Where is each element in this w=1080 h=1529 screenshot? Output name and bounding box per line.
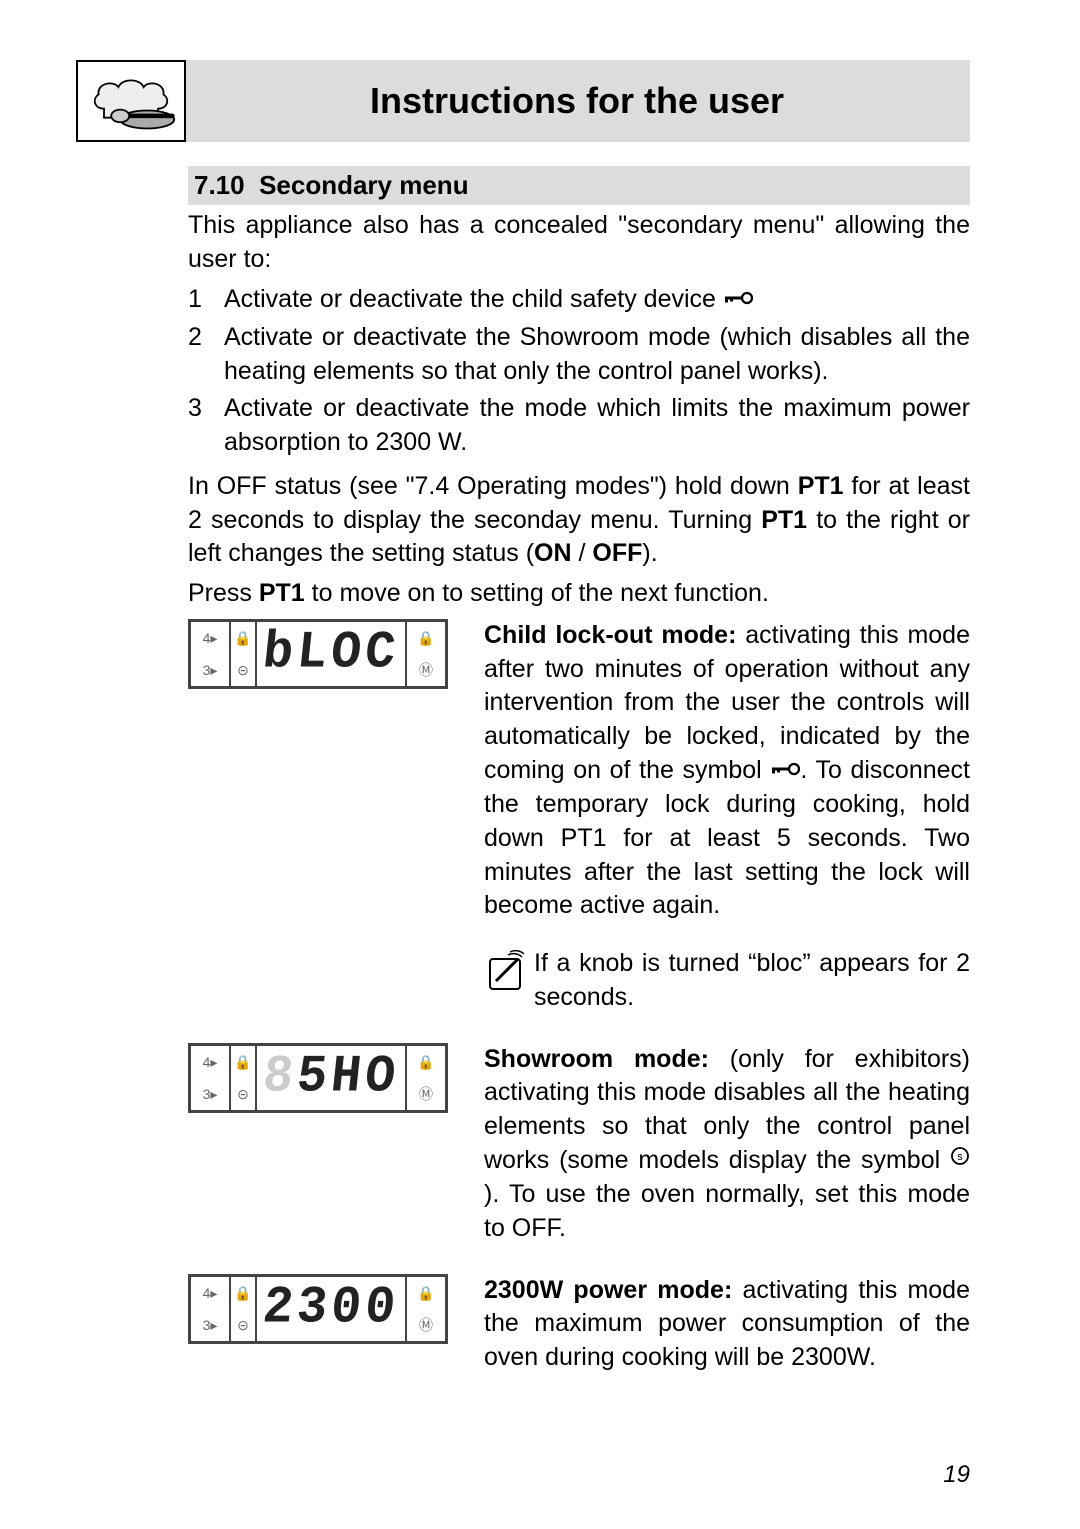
- list-text-2: Activate or deactivate the Showroom mode…: [224, 321, 970, 389]
- howto-p2a: Press: [188, 579, 259, 607]
- page-title: Instructions for the user: [184, 60, 970, 142]
- display-sho-main: 5HO: [294, 1047, 402, 1107]
- showroom-label: Showroom mode:: [484, 1045, 709, 1073]
- display-side-icons-left: 🔒⊝: [231, 622, 257, 686]
- display-side-left: 4▸3▸: [191, 1046, 231, 1110]
- list-text-1: Activate or deactivate the child safety …: [224, 283, 970, 317]
- chef-hat-icon: [76, 60, 186, 142]
- display-side-icons-left: 🔒⊝: [231, 1046, 257, 1110]
- display-sho: 4▸3▸ 🔒⊝ 85HO 🔒Ⓜ: [188, 1043, 448, 1113]
- display-2300: 4▸3▸ 🔒⊝ 2300 🔒Ⓜ: [188, 1274, 448, 1344]
- showroom-block: 4▸3▸ 🔒⊝ 85HO 🔒Ⓜ Showroom mode: (only for…: [188, 1043, 970, 1246]
- display-bloc: 4▸3▸ 🔒⊝ bLOC 🔒Ⓜ: [188, 619, 448, 689]
- display-side-right: 🔒Ⓜ: [405, 1046, 445, 1110]
- svg-text:s: s: [957, 1151, 963, 1163]
- note-row: If a knob is turned “bloc” appears for 2…: [484, 947, 970, 1015]
- showroom-text-b: ). To use the oven normally, set this mo…: [484, 1180, 970, 1242]
- howto-paragraph-2: Press PT1 to move on to setting of the n…: [188, 577, 970, 611]
- power-description: 2300W power mode: activating this mode t…: [484, 1274, 970, 1375]
- display-bloc-text: bLOC: [259, 622, 402, 686]
- howto-paragraph-1: In OFF status (see "7.4 Operating modes"…: [188, 470, 970, 571]
- list-text-3: Activate or deactivate the mode which li…: [224, 392, 970, 460]
- list-number-1: 1: [188, 283, 224, 317]
- howto-p1d: PT1: [761, 506, 807, 534]
- showroom-description: Showroom mode: (only for exhibitors) act…: [484, 1043, 970, 1246]
- howto-p1a: In OFF status (see "7.4 Operating modes"…: [188, 472, 798, 500]
- child-lock-block: 4▸3▸ 🔒⊝ bLOC 🔒Ⓜ Child lock-out mode: act…: [188, 619, 970, 1015]
- list-number-3: 3: [188, 392, 224, 460]
- key-icon: [723, 281, 753, 315]
- intro-paragraph: This appliance also has a concealed "sec…: [188, 209, 970, 277]
- howto-p1g: /: [572, 539, 593, 567]
- list-number-2: 2: [188, 321, 224, 389]
- howto-p2b: PT1: [259, 579, 305, 607]
- howto-p1b: PT1: [798, 472, 844, 500]
- display-side-right: 🔒Ⓜ: [405, 622, 445, 686]
- display-sho-text: 85HO: [259, 1046, 402, 1110]
- display-side-left: 4▸3▸: [191, 1277, 231, 1341]
- display-2300-text: 2300: [259, 1277, 402, 1341]
- header-row: Instructions for the user: [76, 60, 970, 142]
- howto-p1h: OFF: [592, 539, 642, 567]
- circle-s-icon: s: [950, 1142, 970, 1176]
- child-lock-description: Child lock-out mode: activating this mod…: [484, 619, 970, 1015]
- list-text-1-span: Activate or deactivate the child safety …: [224, 285, 723, 313]
- key-icon: [770, 752, 800, 786]
- section-heading: 7.10 Secondary menu: [188, 166, 970, 205]
- howto-p1f: ON: [534, 539, 572, 567]
- note-text: If a knob is turned “bloc” appears for 2…: [534, 947, 970, 1015]
- section-title-text: Secondary menu: [259, 170, 469, 200]
- display-side-left: 4▸3▸: [191, 622, 231, 686]
- numbered-list: 1 Activate or deactivate the child safet…: [188, 283, 970, 460]
- note-icon: [484, 947, 534, 1003]
- howto-p2c: to move on to setting of the next functi…: [305, 579, 769, 607]
- child-lock-label: Child lock-out mode:: [484, 621, 736, 649]
- page-number: 19: [943, 1461, 970, 1489]
- display-side-icons-left: 🔒⊝: [231, 1277, 257, 1341]
- power-block: 4▸3▸ 🔒⊝ 2300 🔒Ⓜ 2300W power mode: activa…: [188, 1274, 970, 1375]
- howto-p1i: ).: [642, 539, 657, 567]
- display-side-right: 🔒Ⓜ: [405, 1277, 445, 1341]
- section-number: 7.10: [194, 170, 245, 200]
- power-label: 2300W power mode:: [484, 1276, 732, 1304]
